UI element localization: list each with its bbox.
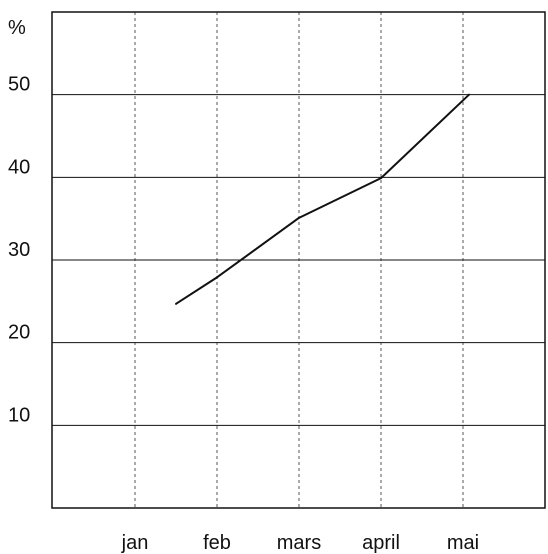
x-tick-label: jan [121, 532, 149, 554]
x-tick-label: mai [447, 532, 479, 554]
x-tick-label: feb [203, 532, 231, 554]
plot-area-border [51, 11, 546, 509]
y-tick-label: 30 [8, 239, 30, 261]
data-point [298, 216, 300, 219]
x-tick-label: april [362, 532, 400, 554]
series-lines [175, 93, 470, 305]
y-tick-label: 10 [8, 404, 30, 426]
y-tick-label: 20 [8, 322, 30, 344]
y-axis: 10 20 30 40 50% [8, 17, 30, 426]
data-point [380, 177, 382, 180]
y-tick-label: 40 [8, 156, 30, 178]
y-axis-label: % [8, 17, 26, 39]
y-tick-label: 50 [8, 74, 30, 96]
data-point [468, 93, 470, 96]
data-point [216, 276, 218, 279]
data-point [175, 302, 177, 305]
grid [52, 12, 545, 508]
series-line [175, 93, 470, 305]
x-tick-label: mars [277, 532, 321, 554]
plot-frame [51, 11, 546, 509]
x-axis: jan feb mars april mai [121, 532, 479, 554]
